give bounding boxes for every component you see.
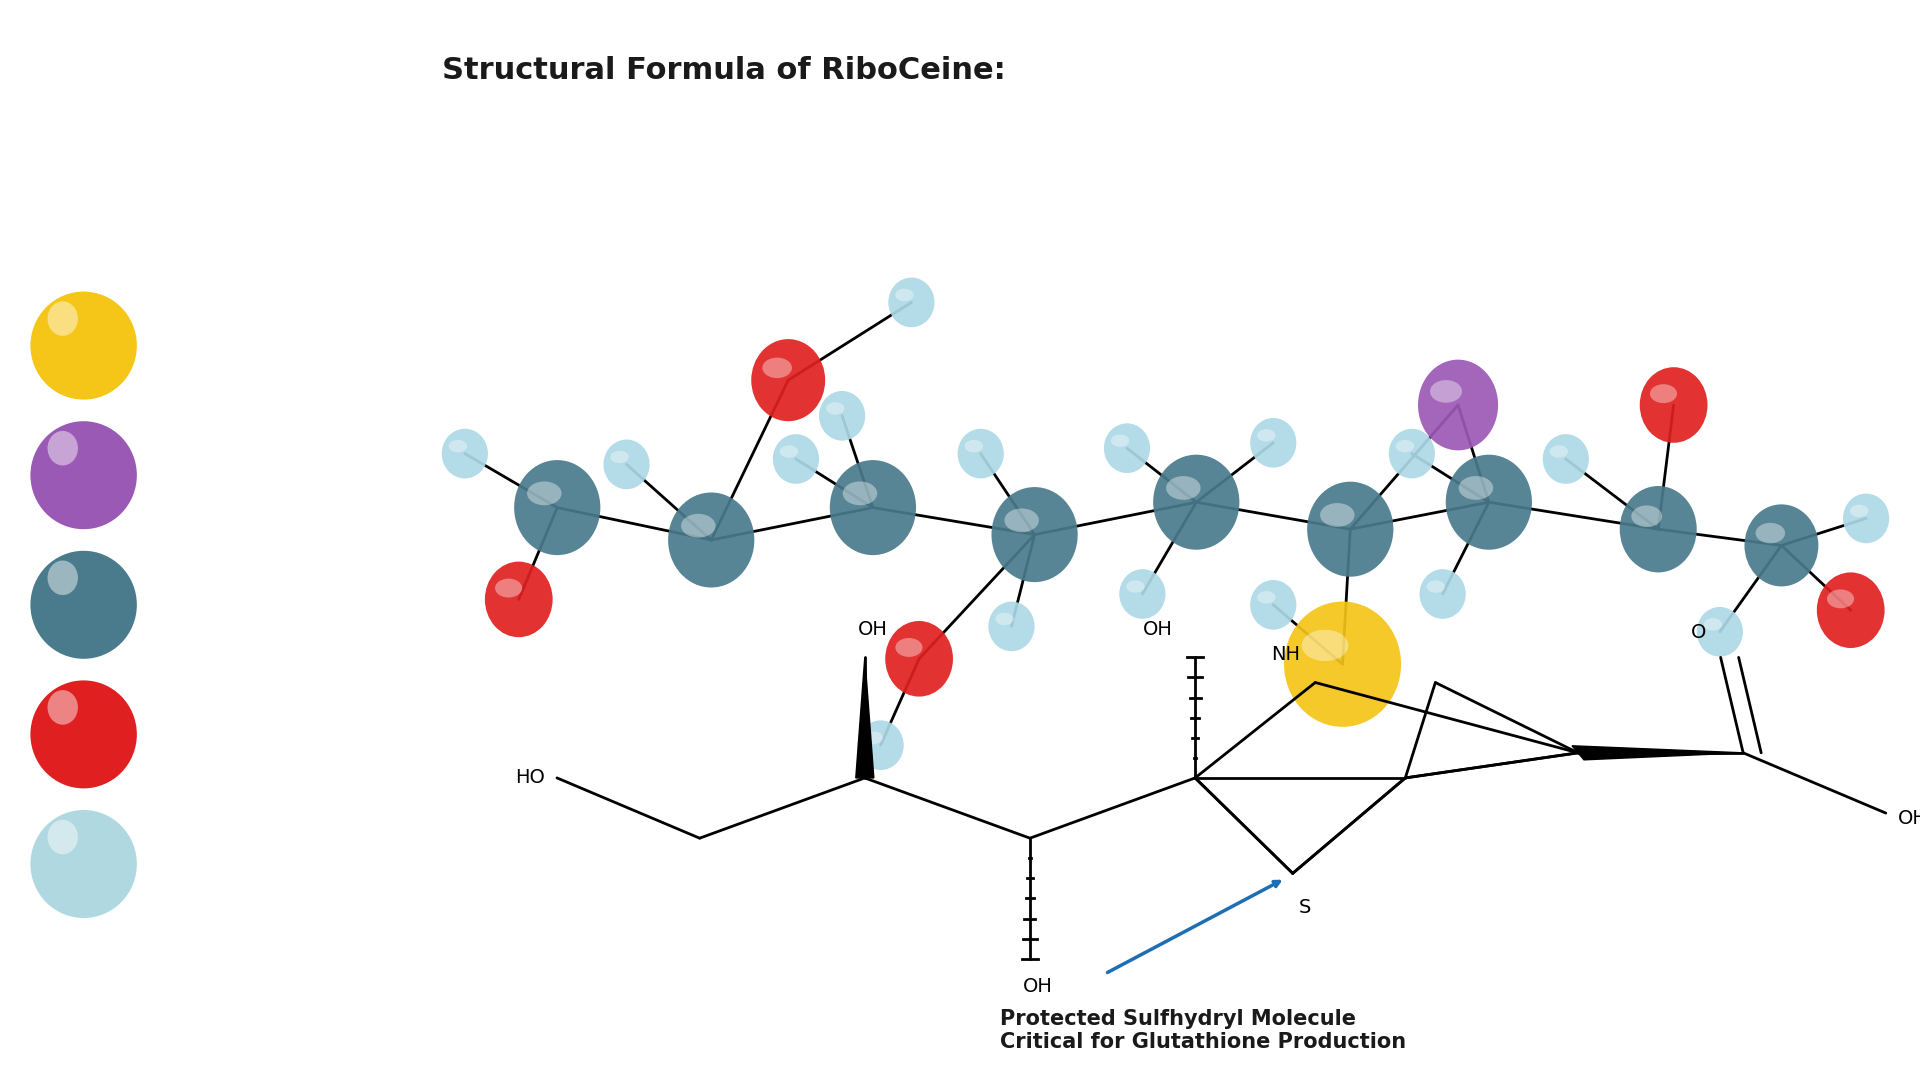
Ellipse shape bbox=[1419, 569, 1465, 619]
Ellipse shape bbox=[1427, 580, 1446, 593]
Text: Structural Formula of RiboCeine:: Structural Formula of RiboCeine: bbox=[442, 56, 1006, 84]
Ellipse shape bbox=[668, 492, 755, 588]
Ellipse shape bbox=[895, 638, 922, 657]
Ellipse shape bbox=[1284, 602, 1402, 727]
Text: Carbon: Carbon bbox=[259, 591, 359, 619]
Text: Hydrogen: Hydrogen bbox=[259, 850, 394, 878]
Ellipse shape bbox=[603, 440, 649, 489]
Ellipse shape bbox=[1004, 509, 1039, 532]
Text: H: H bbox=[182, 847, 213, 881]
Text: Oxygen: Oxygen bbox=[259, 720, 365, 748]
Ellipse shape bbox=[1649, 384, 1676, 403]
Ellipse shape bbox=[611, 450, 630, 463]
Ellipse shape bbox=[1828, 590, 1855, 608]
Ellipse shape bbox=[1755, 523, 1786, 543]
Ellipse shape bbox=[964, 440, 983, 453]
Ellipse shape bbox=[991, 487, 1077, 582]
Text: O: O bbox=[1690, 623, 1705, 643]
Text: Nitrogen: Nitrogen bbox=[259, 461, 378, 489]
Ellipse shape bbox=[31, 292, 136, 400]
Polygon shape bbox=[1572, 746, 1743, 760]
Ellipse shape bbox=[1119, 569, 1165, 619]
Ellipse shape bbox=[48, 431, 79, 465]
Ellipse shape bbox=[31, 810, 136, 918]
Ellipse shape bbox=[1816, 572, 1885, 648]
Ellipse shape bbox=[1250, 418, 1296, 468]
Ellipse shape bbox=[1388, 429, 1434, 478]
Ellipse shape bbox=[1843, 494, 1889, 543]
Ellipse shape bbox=[449, 440, 467, 453]
Text: HO: HO bbox=[515, 769, 545, 787]
Ellipse shape bbox=[1851, 504, 1868, 517]
Ellipse shape bbox=[829, 460, 916, 555]
Text: Protected Sulfhydryl Molecule
Critical for Glutathione Production: Protected Sulfhydryl Molecule Critical f… bbox=[1000, 1009, 1405, 1052]
Ellipse shape bbox=[780, 445, 799, 458]
Ellipse shape bbox=[515, 460, 601, 555]
Ellipse shape bbox=[31, 680, 136, 788]
Ellipse shape bbox=[486, 562, 553, 637]
Ellipse shape bbox=[751, 339, 826, 421]
Ellipse shape bbox=[48, 820, 79, 854]
Ellipse shape bbox=[1419, 360, 1498, 450]
Ellipse shape bbox=[1302, 630, 1348, 661]
Ellipse shape bbox=[1745, 504, 1818, 586]
Ellipse shape bbox=[1459, 476, 1494, 500]
Ellipse shape bbox=[1154, 455, 1240, 550]
Text: OH: OH bbox=[1142, 620, 1173, 639]
Text: N: N bbox=[182, 458, 213, 492]
Text: C: C bbox=[184, 588, 211, 622]
Text: S: S bbox=[1298, 899, 1311, 917]
Ellipse shape bbox=[1544, 434, 1590, 484]
Ellipse shape bbox=[1430, 380, 1461, 403]
Ellipse shape bbox=[48, 690, 79, 725]
Text: O: O bbox=[182, 717, 213, 752]
Ellipse shape bbox=[895, 288, 914, 301]
Ellipse shape bbox=[1250, 580, 1296, 630]
Ellipse shape bbox=[682, 514, 716, 538]
Ellipse shape bbox=[1258, 591, 1275, 604]
Text: OH: OH bbox=[858, 620, 887, 639]
Ellipse shape bbox=[1632, 505, 1663, 527]
Ellipse shape bbox=[958, 429, 1004, 478]
Ellipse shape bbox=[885, 621, 952, 697]
Ellipse shape bbox=[989, 602, 1035, 651]
Text: RiboCeine™ (RibCys): RiboCeine™ (RibCys) bbox=[12, 116, 369, 144]
Ellipse shape bbox=[31, 551, 136, 659]
Ellipse shape bbox=[1308, 482, 1394, 577]
Ellipse shape bbox=[889, 278, 935, 327]
Ellipse shape bbox=[442, 429, 488, 478]
Ellipse shape bbox=[1258, 429, 1275, 442]
Ellipse shape bbox=[528, 482, 561, 505]
Ellipse shape bbox=[1697, 607, 1743, 657]
Ellipse shape bbox=[1549, 445, 1569, 458]
Text: NH: NH bbox=[1271, 646, 1300, 664]
Text: OH: OH bbox=[1023, 976, 1052, 996]
Ellipse shape bbox=[1446, 455, 1532, 550]
Ellipse shape bbox=[843, 482, 877, 505]
Ellipse shape bbox=[48, 561, 79, 595]
Ellipse shape bbox=[1112, 434, 1129, 447]
Ellipse shape bbox=[820, 391, 866, 441]
Ellipse shape bbox=[995, 612, 1014, 625]
Ellipse shape bbox=[1165, 476, 1200, 500]
Ellipse shape bbox=[1127, 580, 1144, 593]
Text: Sulfur: Sulfur bbox=[259, 332, 340, 360]
Ellipse shape bbox=[1640, 367, 1707, 443]
Polygon shape bbox=[856, 658, 874, 778]
Text: S: S bbox=[184, 328, 211, 363]
Ellipse shape bbox=[1104, 423, 1150, 473]
Ellipse shape bbox=[495, 579, 522, 597]
Ellipse shape bbox=[1703, 618, 1722, 631]
Ellipse shape bbox=[31, 421, 136, 529]
Ellipse shape bbox=[858, 720, 904, 770]
Text: OH: OH bbox=[1897, 809, 1920, 827]
Ellipse shape bbox=[864, 731, 883, 744]
Ellipse shape bbox=[774, 434, 820, 484]
Ellipse shape bbox=[826, 402, 845, 415]
Ellipse shape bbox=[1396, 440, 1415, 453]
Ellipse shape bbox=[48, 301, 79, 336]
Ellipse shape bbox=[1620, 486, 1697, 572]
Ellipse shape bbox=[1321, 503, 1356, 527]
Ellipse shape bbox=[762, 357, 791, 378]
